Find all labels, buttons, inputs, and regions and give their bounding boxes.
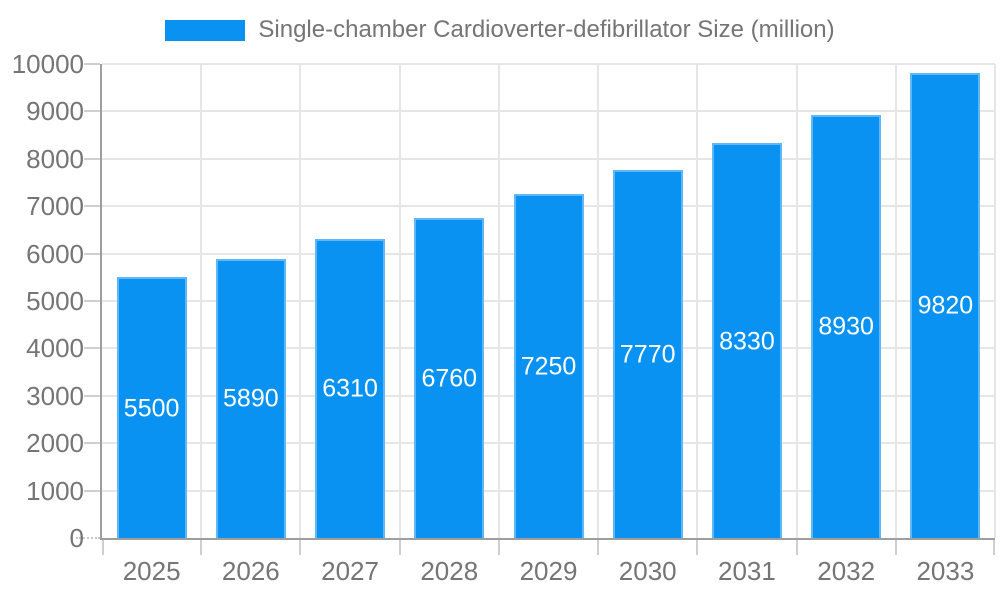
- y-tick-3000: [84, 394, 100, 397]
- x-tick-5: [597, 540, 600, 555]
- y-tick-label-7000: 7000: [26, 191, 84, 222]
- y-tick-5000: [84, 300, 100, 302]
- y-tick-label-9000: 9000: [26, 96, 84, 127]
- y-tick-4000: [84, 347, 100, 350]
- x-tick-9: [993, 540, 995, 555]
- y-tick-2000: [84, 442, 100, 445]
- bar-2029[interactable]: 7250: [513, 194, 584, 538]
- y-tick-label-2000: 2000: [26, 428, 84, 459]
- plot-area: 5500 5890 6310 6760 7250 7770 8330 8930 9820 0 10…: [12, 51, 996, 584]
- legend-swatch: [165, 19, 246, 41]
- x-tick-label-2027: 2027: [321, 556, 379, 586]
- y-axis-line: [100, 64, 102, 540]
- x-tick-label-2031: 2031: [718, 556, 776, 586]
- gridline-v-7: [795, 64, 798, 538]
- y-tick-6000: [84, 252, 100, 255]
- gridline-v-4: [497, 64, 500, 538]
- bar-value-label-2026: 5890: [223, 384, 279, 413]
- legend-label: Single-chamber Cardioverter-defibrillato…: [258, 16, 835, 43]
- bar-2027[interactable]: 6310: [315, 238, 386, 538]
- bar-2028[interactable]: 6760: [414, 217, 485, 538]
- y-tick-label-1000: 1000: [26, 475, 84, 506]
- x-tick-label-2028: 2028: [420, 556, 479, 586]
- x-tick-3: [398, 540, 401, 555]
- x-tick-label-2030: 2030: [618, 556, 677, 586]
- gridline-h-8000: [102, 157, 995, 160]
- gridline-v-9: [994, 64, 996, 538]
- legend-item[interactable]: Single-chamber Cardioverter-defibrillato…: [0, 12, 1000, 48]
- x-tick-2: [299, 540, 302, 555]
- bar-2032[interactable]: 8930: [811, 114, 882, 538]
- bar-value-label-2028: 6760: [421, 364, 478, 393]
- x-tick-7: [795, 540, 798, 555]
- gridline-h-10000: [102, 63, 995, 65]
- y-tick-label-5000: 5000: [26, 286, 84, 316]
- x-tick-8: [894, 540, 897, 555]
- y-tick-label-6000: 6000: [26, 238, 84, 269]
- x-tick-1: [200, 540, 203, 555]
- y-tick-10000: [84, 63, 100, 65]
- gridline-v-2: [299, 64, 302, 538]
- y-tick-7000: [84, 205, 100, 208]
- y-tick-label-3000: 3000: [26, 380, 84, 411]
- bar-2026[interactable]: 5890: [215, 258, 286, 538]
- y-tick-label-8000: 8000: [26, 143, 84, 174]
- bar-value-label-2030: 7770: [619, 340, 676, 369]
- bar-value-label-2033: 9820: [917, 291, 974, 320]
- gridline-v-8: [894, 64, 897, 538]
- y-tick-label-10000: 10000: [11, 49, 84, 79]
- x-tick-label-2025: 2025: [122, 556, 181, 586]
- x-tick-label-2032: 2032: [817, 556, 876, 586]
- bar-value-label-2025: 5500: [123, 394, 180, 423]
- x-axis-line: [100, 538, 995, 540]
- x-tick-6: [696, 540, 699, 555]
- bar-value-label-2027: 6310: [322, 374, 378, 403]
- gridline-v-1: [200, 64, 203, 538]
- x-tick-4: [497, 540, 500, 555]
- y-tick-9000: [84, 110, 100, 113]
- gridline-v-6: [696, 64, 699, 538]
- y-tick-label-0: 0: [69, 523, 84, 553]
- x-tick-label-2033: 2033: [916, 556, 975, 586]
- x-tick-label-2026: 2026: [221, 556, 280, 586]
- x-tick-0: [102, 540, 104, 555]
- gridline-v-5: [597, 64, 600, 538]
- bar-2025[interactable]: 5500: [116, 277, 187, 538]
- y-tick-0: [76, 537, 100, 539]
- bar-value-label-2031: 8330: [719, 327, 775, 356]
- bar-2031[interactable]: 8330: [711, 143, 782, 538]
- gridline-h-9000: [102, 110, 995, 113]
- y-tick-8000: [84, 157, 100, 160]
- bar-2033[interactable]: 9820: [910, 72, 981, 538]
- x-tick-label-2029: 2029: [519, 556, 578, 586]
- bar-value-label-2032: 8930: [818, 312, 874, 341]
- bar-value-label-2029: 7250: [520, 352, 577, 381]
- y-tick-1000: [84, 489, 100, 492]
- gridline-v-3: [398, 64, 401, 538]
- y-tick-label-4000: 4000: [26, 333, 84, 364]
- bar-2030[interactable]: 7770: [612, 169, 683, 538]
